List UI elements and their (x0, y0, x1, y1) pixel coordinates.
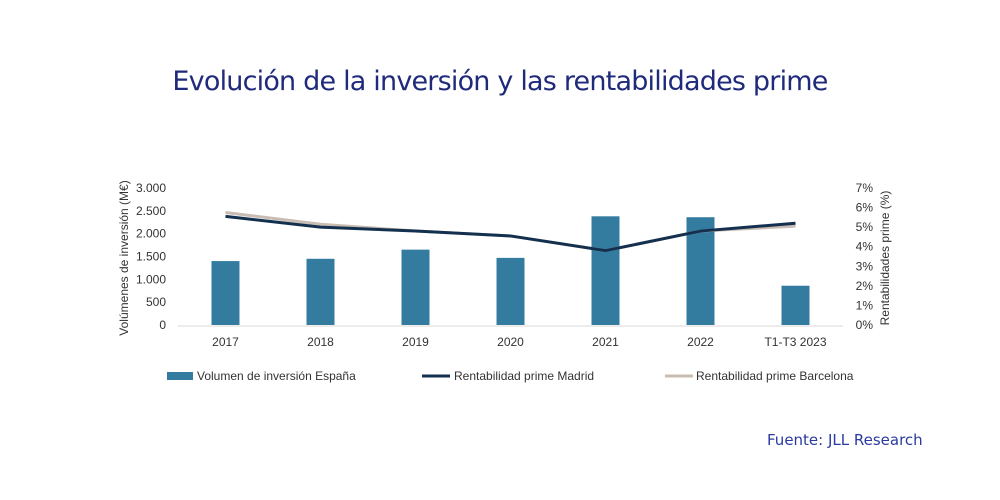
bar-volumen (781, 285, 810, 325)
y2-tick-label: 5% (856, 220, 874, 234)
y-axis-label: Volúmenes de inversión (M€) (117, 180, 131, 335)
x-tick-label: 2022 (687, 335, 714, 349)
x-tick-label: 2021 (592, 335, 619, 349)
y-tick-label: 1.000 (136, 272, 166, 286)
y2-tick-label: 6% (856, 201, 874, 215)
line-madrid (225, 214, 796, 253)
source-note: Fuente: JLL Research (767, 431, 923, 449)
y-tick-label: 0 (159, 318, 166, 332)
y-tick-label: 2.500 (136, 204, 166, 218)
x-tick-label: 2019 (402, 335, 429, 349)
legend-swatch-bar (167, 372, 193, 380)
x-tick-label: 2017 (212, 335, 239, 349)
bar-volumen (211, 261, 240, 325)
y2-tick-label: 1% (856, 298, 874, 312)
y2-tick-label: 4% (856, 240, 874, 254)
legend-label: Rentabilidad prime Barcelona (696, 369, 854, 383)
x-tick-label: 2018 (307, 335, 334, 349)
y-tick-label: 3.000 (136, 181, 166, 195)
y2-tick-label: 3% (856, 259, 874, 273)
y2-tick-label: 2% (856, 279, 874, 293)
y2-tick-label: 0% (856, 318, 874, 332)
y-tick-label: 2.000 (136, 227, 166, 241)
y-tick-label: 1.500 (136, 250, 166, 264)
x-tick-label: 2020 (497, 335, 524, 349)
x-tick-label: T1-T3 2023 (764, 335, 826, 349)
y2-axis-label: Rentabilidades prime (%) (878, 191, 892, 326)
bar-volumen (686, 217, 715, 325)
bar-volumen (401, 249, 430, 325)
bar-volumen (591, 216, 620, 325)
y-tick-label: 500 (146, 295, 166, 309)
bar-volumen (496, 257, 525, 325)
chart-title: Evolución de la inversión y las rentabil… (172, 66, 828, 97)
legend-label: Rentabilidad prime Madrid (454, 369, 594, 383)
legend-label: Volumen de inversión España (197, 369, 356, 383)
y2-tick-label: 7% (856, 181, 874, 195)
bar-volumen (306, 258, 335, 325)
